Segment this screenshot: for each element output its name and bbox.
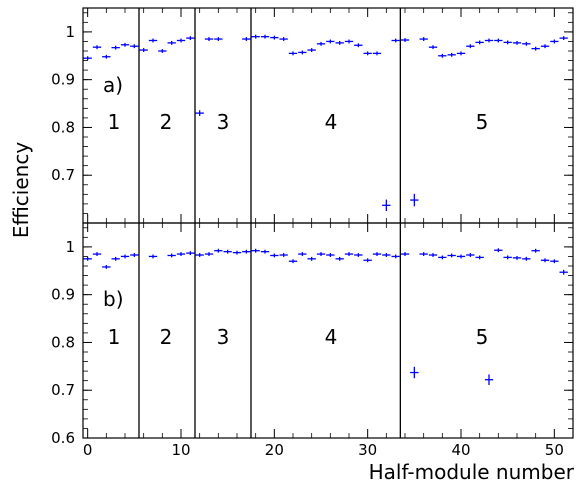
y-tick-label: 0.9 (51, 286, 75, 304)
y-tick-label: 0.7 (51, 166, 75, 184)
sector-label: 3 (217, 110, 230, 134)
sector-label: 4 (325, 325, 338, 349)
x-tick-label: 0 (83, 441, 93, 459)
x-tick-label: 10 (171, 441, 190, 459)
panel-tag: b) (103, 287, 124, 311)
y-tick-label: 1 (65, 238, 75, 256)
sector-label: 5 (476, 325, 489, 349)
x-axis-title: Half-module number (369, 460, 575, 484)
sector-label: 4 (325, 110, 338, 134)
sector-label: 1 (108, 325, 121, 349)
sector-label: 5 (476, 110, 489, 134)
y-tick-label: 0.8 (51, 118, 75, 136)
sector-label: 1 (108, 110, 121, 134)
panel-frame (82, 222, 574, 439)
sector-label: 2 (160, 325, 173, 349)
y-tick-label: 0.6 (51, 429, 75, 447)
x-tick-label: 30 (358, 441, 377, 459)
x-tick-label: 40 (451, 441, 470, 459)
y-tick-label: 1 (65, 23, 75, 41)
x-tick-label: 50 (545, 441, 564, 459)
sector-label: 2 (160, 110, 173, 134)
y-tick-label: 0.9 (51, 71, 75, 89)
sector-label: 3 (217, 325, 230, 349)
y-axis-title: Efficiency (9, 142, 33, 239)
y-tick-label: 0.8 (51, 333, 75, 351)
y-tick-label: 0.7 (51, 381, 75, 399)
panel-tag: a) (103, 73, 123, 97)
x-tick-label: 20 (265, 441, 284, 459)
